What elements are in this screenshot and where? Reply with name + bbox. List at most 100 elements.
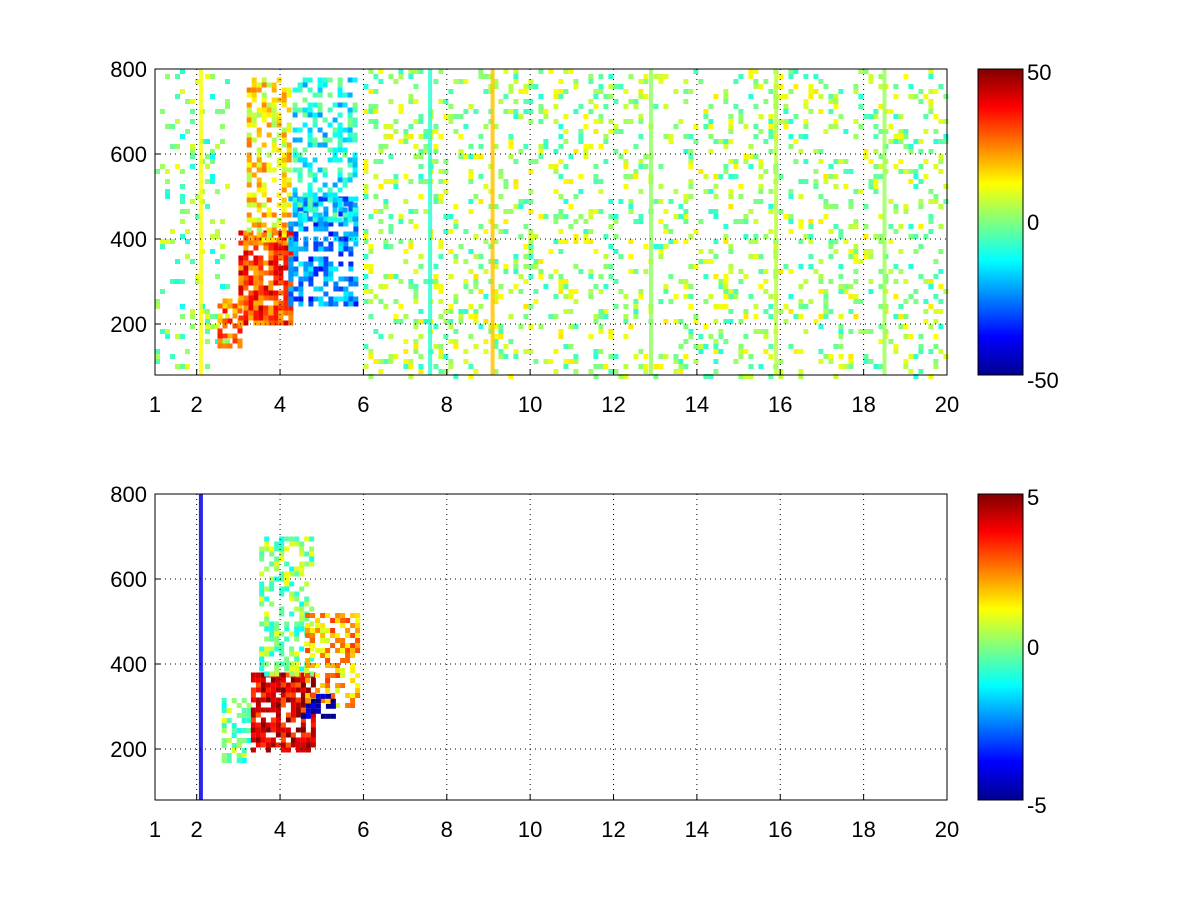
heat-cell: [343, 221, 349, 227]
heat-cell: [345, 693, 351, 698]
heat-cell: [818, 79, 824, 84]
heat-cell: [803, 119, 809, 124]
heat-cell: [828, 279, 834, 284]
heat-cell: [275, 712, 281, 718]
heat-cell: [261, 117, 267, 123]
heat-cell: [898, 139, 904, 144]
heat-cell: [261, 92, 267, 98]
heat-cell: [165, 169, 170, 174]
heat-cell: [302, 122, 308, 128]
heat-cell: [260, 717, 266, 723]
heat-cell: [278, 315, 284, 321]
heat-cell: [210, 249, 215, 254]
heat-cell: [668, 134, 674, 139]
heat-cell: [297, 127, 303, 133]
heat-cell: [268, 285, 274, 291]
heat-cell: [327, 192, 333, 198]
heat-cell: [743, 274, 749, 279]
heat-cell: [668, 229, 674, 234]
heat-cell: [313, 296, 319, 302]
heat-cell: [355, 693, 361, 698]
heat-cell: [518, 234, 524, 239]
heat-cell: [628, 119, 634, 124]
heat-cell: [318, 301, 324, 307]
heat-cell: [678, 369, 684, 374]
heat-cell: [300, 732, 306, 738]
heat-cell: [281, 97, 287, 103]
heat-cell: [310, 613, 316, 618]
heat-cell: [253, 280, 259, 286]
heat-cell: [251, 172, 257, 178]
heat-cell: [281, 197, 287, 203]
heat-cell: [563, 179, 569, 184]
heat-cell: [523, 349, 529, 354]
heat-cell: [583, 124, 589, 129]
heat-cell: [928, 324, 934, 329]
heat-cell: [195, 194, 200, 199]
heat-cell: [232, 323, 238, 329]
heat-cell: [274, 556, 280, 562]
heat-cell: [528, 239, 534, 244]
heat-cell: [238, 260, 244, 266]
heat-cell: [343, 241, 349, 247]
heat-cell: [330, 703, 336, 709]
heat-cell: [286, 157, 292, 163]
heat-cell: [933, 259, 939, 264]
heat-cell: [340, 658, 346, 663]
heat-cell: [280, 722, 286, 728]
heat-cell: [448, 274, 454, 279]
heat-cell: [723, 144, 729, 149]
heat-cell: [238, 265, 244, 271]
heat-cell: [613, 354, 619, 359]
heat-cell: [299, 611, 305, 617]
heat-cell: [266, 122, 272, 128]
heat-cell: [473, 344, 479, 349]
heat-cell: [378, 159, 384, 164]
heat-cell: [259, 661, 265, 667]
heat-cell: [363, 169, 369, 174]
heat-cell: [558, 79, 564, 84]
heat-cell: [302, 77, 308, 83]
heat-cell: [266, 237, 272, 243]
heat-cell: [548, 164, 554, 169]
heat-cell: [868, 254, 874, 259]
heat-cell: [933, 319, 939, 324]
heat-cell: [828, 244, 834, 249]
heat-cell: [528, 84, 534, 89]
heat-cell: [308, 216, 314, 222]
heat-cell: [190, 109, 195, 114]
heat-cell: [333, 231, 339, 237]
heat-cell: [613, 234, 619, 239]
heat-cell: [538, 119, 544, 124]
heat-cell: [898, 224, 904, 229]
heat-cell: [478, 224, 484, 229]
heat-cell: [628, 199, 634, 204]
heat-cell: [298, 301, 304, 307]
heat-cell: [256, 222, 262, 228]
heat-cell: [898, 324, 904, 329]
heat-cell: [185, 129, 190, 134]
heat-cell: [788, 309, 794, 314]
heat-cell: [573, 359, 579, 364]
heat-cell: [503, 344, 509, 349]
heat-column: [428, 69, 433, 375]
x-tick-label: 6: [357, 392, 369, 417]
heat-cell: [573, 79, 579, 84]
heat-cell: [259, 651, 265, 657]
heat-cell: [838, 354, 844, 359]
x-tick-label: 14: [685, 817, 709, 842]
heat-cell: [273, 265, 279, 271]
heat-cell: [281, 162, 287, 168]
heat-cell: [246, 172, 252, 178]
heat-cell: [413, 269, 419, 274]
heat-cell: [848, 329, 854, 334]
heat-cell: [613, 124, 619, 129]
heat-cell: [713, 304, 719, 309]
heat-cell: [266, 132, 272, 138]
heat-cell: [205, 179, 210, 184]
heat-cell: [288, 291, 294, 297]
heat-cell: [628, 74, 634, 79]
heat-cell: [243, 275, 249, 281]
heat-cell: [363, 189, 369, 194]
heat-cell: [253, 290, 259, 296]
